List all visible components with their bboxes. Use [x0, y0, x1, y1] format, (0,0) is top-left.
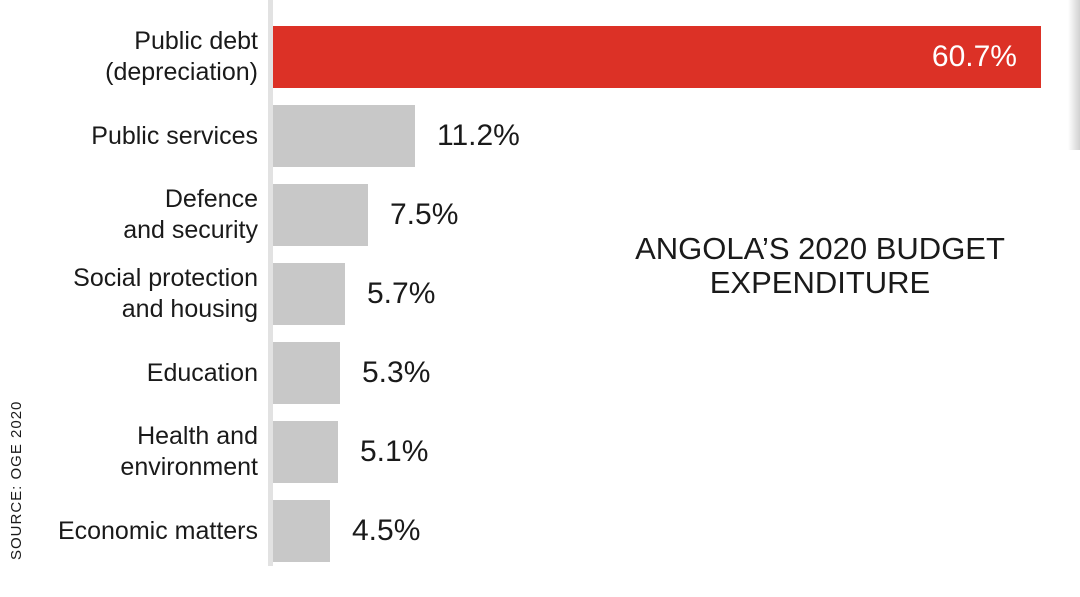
bar-2 — [273, 184, 368, 246]
category-label-0-line-0: Public debt — [134, 27, 258, 55]
category-label-0: Public debt (depreciation) — [18, 26, 258, 88]
category-label-0-line-1: (depreciation) — [105, 58, 258, 86]
bar-4 — [273, 342, 340, 404]
edge-shadow — [1068, 0, 1080, 150]
category-label-1: Public services — [18, 105, 258, 167]
category-label-2: Defence and security — [18, 184, 258, 246]
value-label-1: 11.2% — [437, 119, 520, 152]
category-label-5-line-0: Health and — [137, 422, 258, 450]
value-label-0: 60.7% — [931, 40, 1017, 73]
category-label-4-line-0: Education — [146, 358, 258, 387]
category-label-1-line-0: Public services — [91, 121, 258, 150]
category-label-6: Economic matters — [18, 500, 258, 562]
category-label-3: Social protection and housing — [18, 263, 258, 325]
value-label-6: 4.5% — [352, 514, 421, 547]
category-label-5-line-1: environment — [120, 453, 258, 481]
category-label-3-line-1: and housing — [121, 295, 258, 323]
value-label-5: 5.1% — [360, 435, 429, 468]
chart-title-line-1: ANGOLA’S 2020 BUDGET — [635, 231, 1005, 266]
bar-1 — [273, 105, 415, 167]
category-label-6-line-0: Economic matters — [57, 516, 258, 545]
value-label-3: 5.7% — [367, 277, 436, 310]
bar-5 — [273, 421, 338, 483]
category-label-2-line-1: and security — [123, 216, 258, 244]
category-label-2-line-0: Defence — [164, 185, 258, 213]
bar-6 — [273, 500, 330, 562]
chart-title: ANGOLA’S 2020 BUDGET EXPENDITURE — [590, 232, 1050, 300]
value-label-2: 7.5% — [390, 198, 459, 231]
bar-0 — [273, 26, 1041, 88]
bar-3 — [273, 263, 345, 325]
category-axis-line — [268, 0, 273, 566]
category-label-4: Education — [18, 342, 258, 404]
chart-title-line-2: EXPENDITURE — [709, 265, 931, 300]
category-label-5: Health and environment — [18, 421, 258, 483]
value-label-4: 5.3% — [362, 356, 431, 389]
category-label-3-line-0: Social protection — [73, 264, 258, 292]
